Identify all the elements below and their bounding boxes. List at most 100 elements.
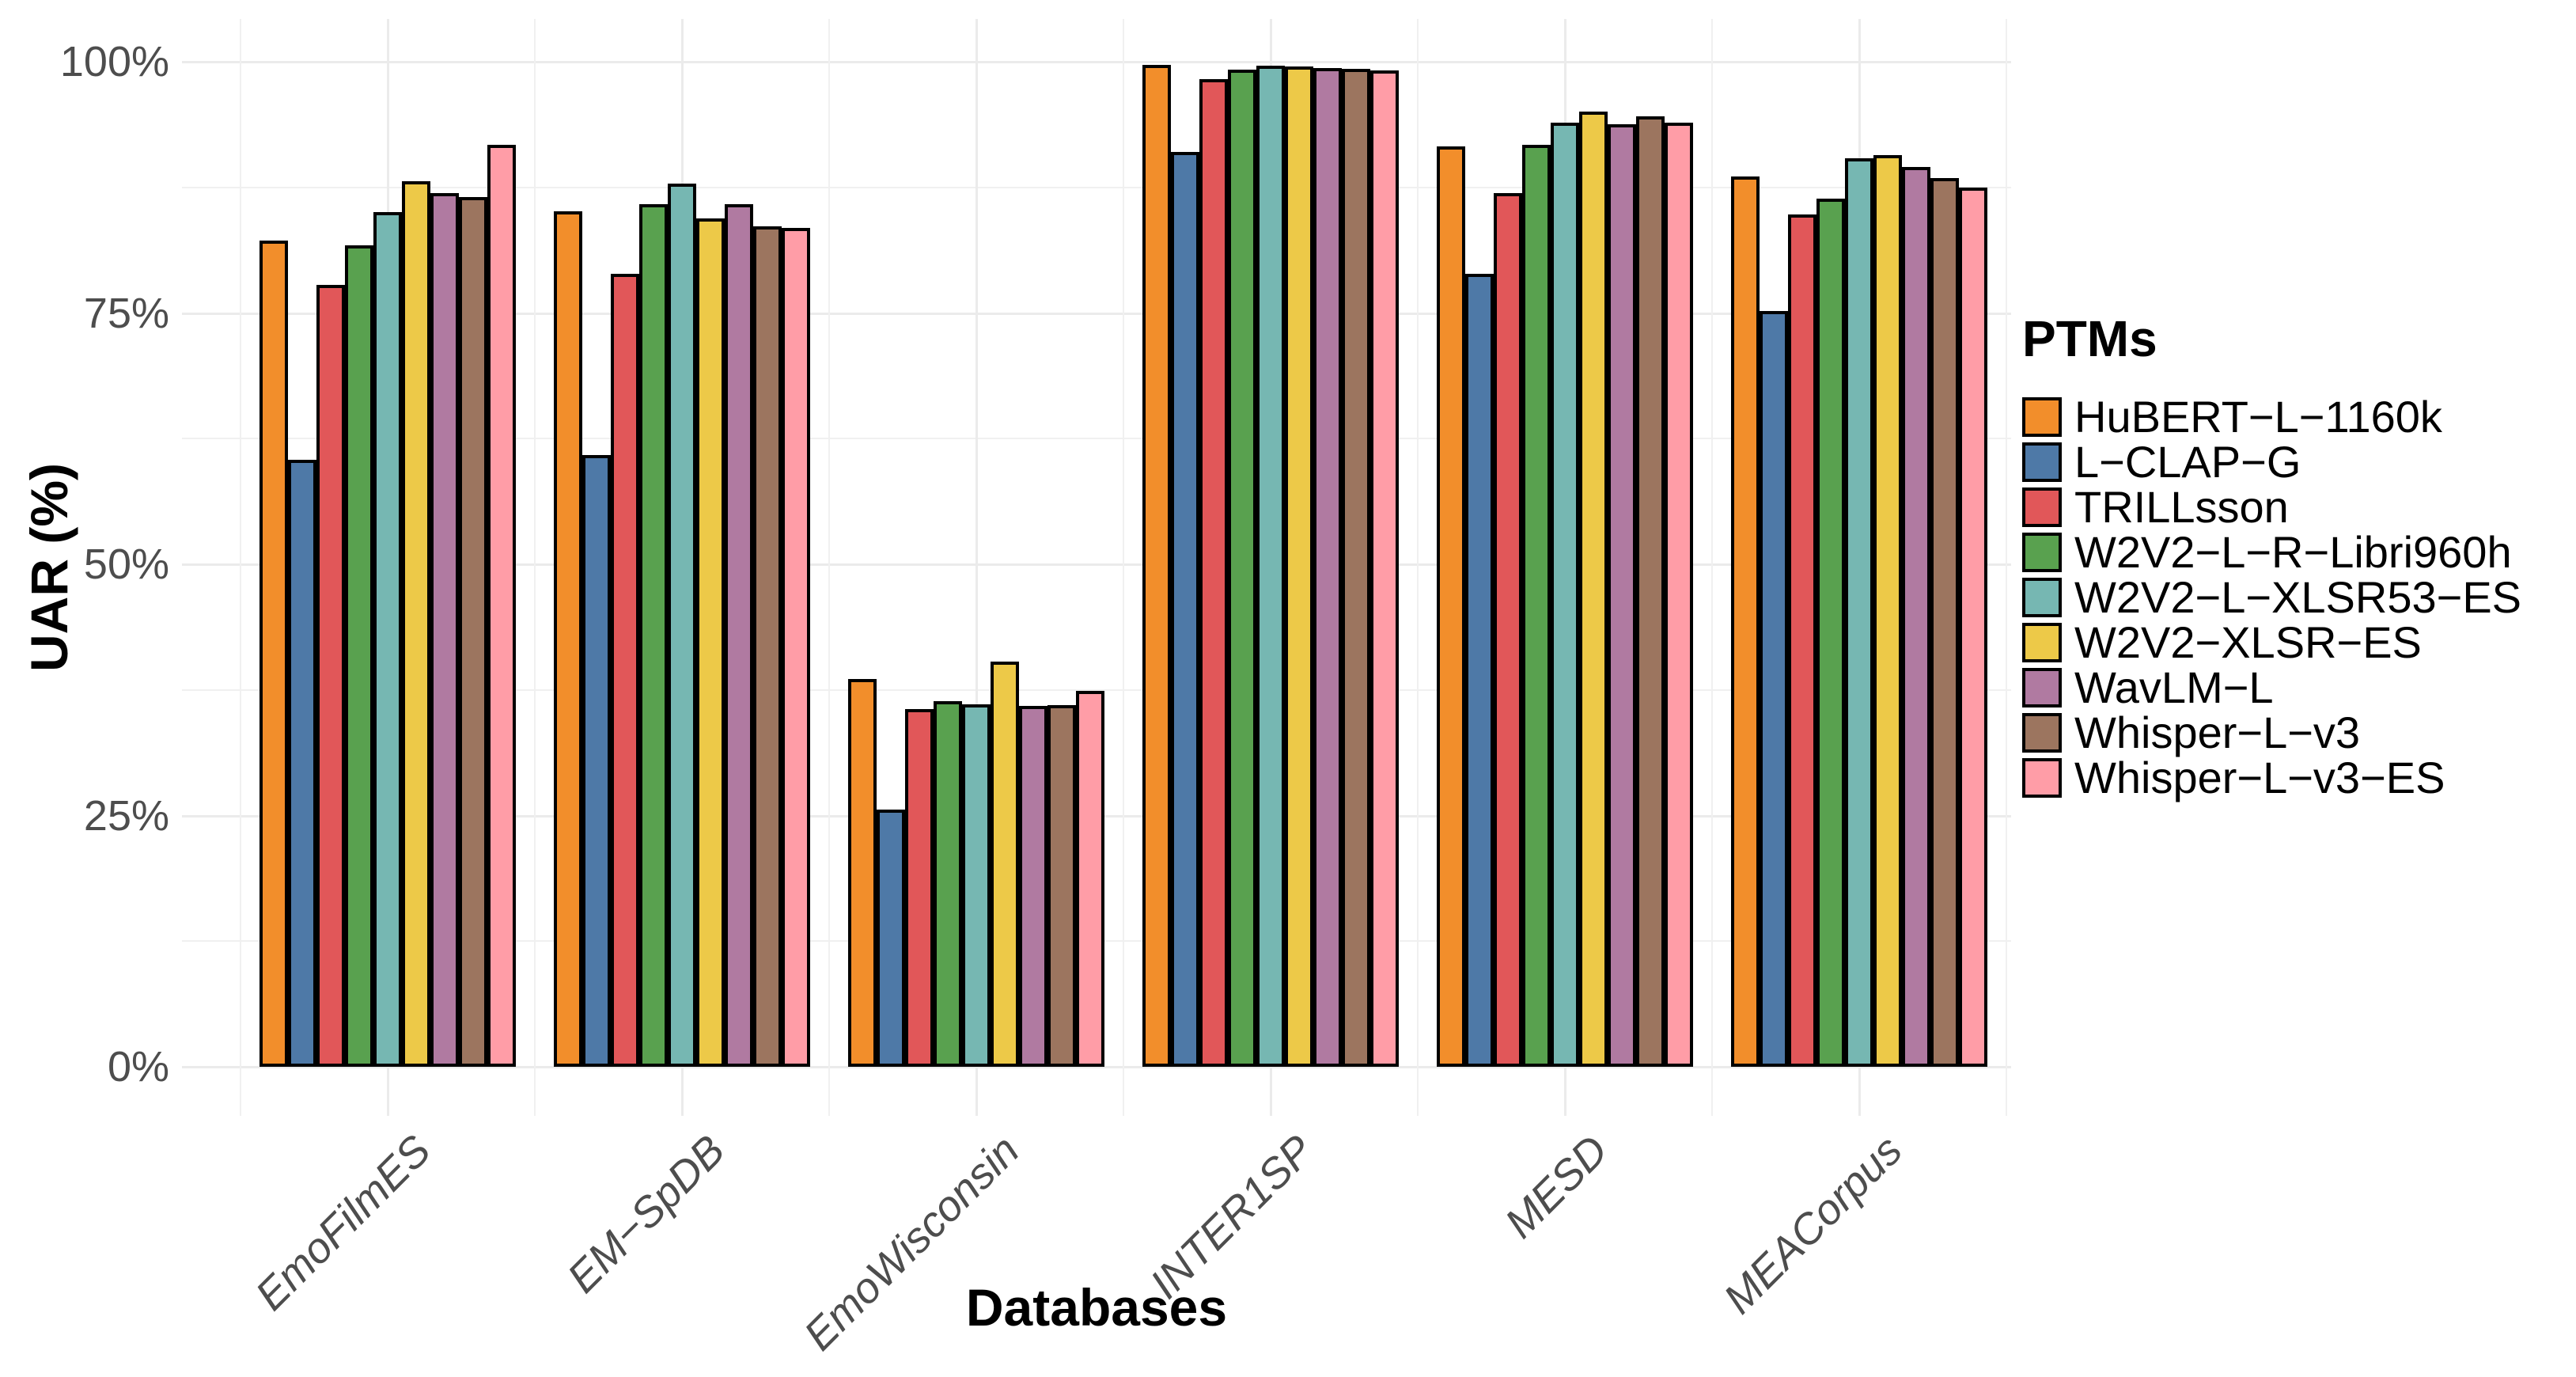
bar-w2v2-l-r-libri960h-emofilmes bbox=[345, 245, 373, 1067]
legend-swatch-whisper-l-v3 bbox=[2022, 712, 2062, 753]
legend-label-w2v2-xlsr-es: W2V2−XLSR−ES bbox=[2074, 616, 2422, 667]
bar-hubert-l-1160k-meacorpus bbox=[1731, 176, 1760, 1067]
bar-w2v2-xlsr-es-emofilmes bbox=[402, 181, 430, 1067]
gridline-v-major bbox=[975, 19, 978, 1116]
bar-w2v2-l-xlsr53-es-em-spdb bbox=[668, 184, 696, 1067]
legend-label-l-clap-g: L−CLAP−G bbox=[2074, 436, 2301, 487]
gridline-h-major bbox=[182, 563, 2011, 566]
bar-l-clap-g-meacorpus bbox=[1760, 311, 1788, 1067]
legend-title: PTMs bbox=[2022, 310, 2157, 367]
bar-whisper-l-v3-es-em-spdb bbox=[782, 228, 810, 1067]
gridline-v-minor bbox=[2006, 19, 2007, 1116]
bar-w2v2-l-r-libri960h-mesd bbox=[1522, 145, 1551, 1067]
bar-l-clap-g-mesd bbox=[1465, 274, 1494, 1067]
bar-l-clap-g-emowisconsin bbox=[877, 810, 905, 1067]
bar-wavlm-l-meacorpus bbox=[1902, 167, 1930, 1067]
legend-item-whisper-l-v3: Whisper−L−v3 bbox=[2022, 710, 2568, 755]
bar-whisper-l-v3-es-emofilmes bbox=[487, 145, 516, 1067]
bar-hubert-l-1160k-emofilmes bbox=[259, 241, 288, 1067]
bar-w2v2-l-xlsr53-es-mesd bbox=[1551, 123, 1579, 1067]
legend-item-hubert-l-1160k: HuBERT−L−1160k bbox=[2022, 394, 2568, 439]
gridline-h-major bbox=[182, 1066, 2011, 1068]
gridline-v-minor bbox=[534, 19, 536, 1116]
bar-w2v2-xlsr-es-emowisconsin bbox=[991, 662, 1019, 1067]
gridline-v-minor bbox=[1711, 19, 1713, 1116]
legend-label-hubert-l-1160k: HuBERT−L−1160k bbox=[2074, 391, 2442, 442]
legend-swatch-hubert-l-1160k bbox=[2022, 396, 2062, 437]
legend-label-trillsson: TRILLsson bbox=[2074, 481, 2289, 532]
gridline-v-minor bbox=[828, 19, 830, 1116]
legend-item-trillsson: TRILLsson bbox=[2022, 484, 2568, 529]
bar-l-clap-g-emofilmes bbox=[288, 460, 316, 1067]
legend-label-whisper-l-v3: Whisper−L−v3 bbox=[2074, 707, 2361, 757]
legend-item-wavlm-l: WavLM−L bbox=[2022, 665, 2568, 710]
y-tick-label-50: 50% bbox=[83, 541, 169, 588]
bar-wavlm-l-emofilmes bbox=[430, 193, 459, 1067]
y-axis-title: UAR (%) bbox=[20, 463, 78, 672]
bar-trillsson-emofilmes bbox=[316, 285, 345, 1067]
gridline-v-minor bbox=[1123, 19, 1124, 1116]
legend-swatch-wavlm-l bbox=[2022, 667, 2062, 707]
legend-item-whisper-l-v3-es: Whisper−L−v3−ES bbox=[2022, 755, 2568, 800]
bar-w2v2-xlsr-es-meacorpus bbox=[1873, 155, 1902, 1067]
legend-swatch-w2v2-xlsr-es bbox=[2022, 622, 2062, 662]
gridline-h-minor bbox=[182, 186, 2011, 188]
bar-trillsson-emowisconsin bbox=[905, 709, 934, 1067]
legend-swatch-l-clap-g bbox=[2022, 442, 2062, 482]
gridline-v-minor bbox=[240, 19, 241, 1116]
bar-hubert-l-1160k-mesd bbox=[1437, 146, 1465, 1067]
bar-whisper-l-v3-em-spdb bbox=[753, 226, 782, 1067]
bar-whisper-l-v3-meacorpus bbox=[1930, 178, 1959, 1067]
bar-w2v2-l-r-libri960h-inter1sp bbox=[1228, 70, 1256, 1067]
legend-swatch-trillsson bbox=[2022, 487, 2062, 527]
bar-w2v2-l-r-libri960h-emowisconsin bbox=[934, 701, 962, 1067]
bar-whisper-l-v3-mesd bbox=[1636, 116, 1665, 1067]
y-tick-label-75: 75% bbox=[83, 289, 169, 337]
bar-whisper-l-v3-es-inter1sp bbox=[1370, 70, 1399, 1067]
bar-trillsson-em-spdb bbox=[611, 274, 639, 1067]
bar-l-clap-g-inter1sp bbox=[1171, 152, 1199, 1067]
legend-items: HuBERT−L−1160k L−CLAP−G TRILLsson W2V2−L−R−… bbox=[2022, 394, 2568, 800]
bar-l-clap-g-em-spdb bbox=[582, 455, 611, 1067]
legend-swatch-w2v2-l-r-libri960h bbox=[2022, 532, 2062, 572]
plot-panel bbox=[182, 19, 2011, 1116]
bar-whisper-l-v3-emowisconsin bbox=[1047, 705, 1076, 1067]
legend-item-w2v2-l-xlsr53-es: W2V2−L−XLSR53−ES bbox=[2022, 575, 2568, 620]
bar-w2v2-l-xlsr53-es-meacorpus bbox=[1845, 158, 1873, 1067]
bar-w2v2-l-xlsr53-es-emowisconsin bbox=[962, 704, 991, 1067]
bar-wavlm-l-emowisconsin bbox=[1019, 706, 1047, 1067]
bar-w2v2-xlsr-es-inter1sp bbox=[1285, 66, 1313, 1067]
legend-item-w2v2-xlsr-es: W2V2−XLSR−ES bbox=[2022, 620, 2568, 665]
legend-swatch-w2v2-l-xlsr53-es bbox=[2022, 577, 2062, 617]
gridline-v-minor bbox=[1417, 19, 1419, 1116]
bar-wavlm-l-em-spdb bbox=[725, 204, 753, 1067]
y-tick-label-25: 25% bbox=[83, 791, 169, 840]
bar-w2v2-l-r-libri960h-em-spdb bbox=[639, 204, 668, 1067]
bar-wavlm-l-mesd bbox=[1608, 124, 1636, 1067]
bar-hubert-l-1160k-emowisconsin bbox=[848, 679, 877, 1067]
legend-swatch-whisper-l-v3-es bbox=[2022, 757, 2062, 798]
legend-label-wavlm-l: WavLM−L bbox=[2074, 662, 2274, 712]
bar-w2v2-xlsr-es-mesd bbox=[1579, 112, 1608, 1067]
bar-whisper-l-v3-inter1sp bbox=[1342, 69, 1370, 1067]
bar-wavlm-l-inter1sp bbox=[1313, 68, 1342, 1067]
legend-item-w2v2-l-r-libri960h: W2V2−L−R−Libri960h bbox=[2022, 529, 2568, 575]
bar-w2v2-l-xlsr53-es-inter1sp bbox=[1256, 66, 1285, 1067]
bar-w2v2-l-r-libri960h-meacorpus bbox=[1816, 199, 1845, 1067]
gridline-h-minor bbox=[182, 438, 2011, 440]
legend: PTMs HuBERT−L−1160k L−CLAP−G TRILLsson W2V2… bbox=[2022, 313, 2568, 800]
legend-label-w2v2-l-r-libri960h: W2V2−L−R−Libri960h bbox=[2074, 526, 2512, 577]
bar-hubert-l-1160k-inter1sp bbox=[1142, 65, 1171, 1067]
x-tick-label-emofilmes: EmoFilmES bbox=[246, 1126, 440, 1320]
legend-label-w2v2-l-xlsr53-es: W2V2−L−XLSR53−ES bbox=[2074, 571, 2522, 622]
bar-w2v2-l-xlsr53-es-emofilmes bbox=[373, 212, 402, 1067]
x-axis-title: Databases bbox=[965, 1278, 1228, 1337]
bar-whisper-l-v3-es-emowisconsin bbox=[1076, 691, 1104, 1067]
legend-item-l-clap-g: L−CLAP−G bbox=[2022, 439, 2568, 484]
bar-whisper-l-v3-es-meacorpus bbox=[1959, 188, 1987, 1067]
bar-trillsson-meacorpus bbox=[1788, 214, 1816, 1067]
bar-trillsson-mesd bbox=[1494, 193, 1522, 1067]
bar-whisper-l-v3-es-mesd bbox=[1665, 123, 1693, 1067]
y-tick-label-0: 0% bbox=[107, 1043, 169, 1091]
